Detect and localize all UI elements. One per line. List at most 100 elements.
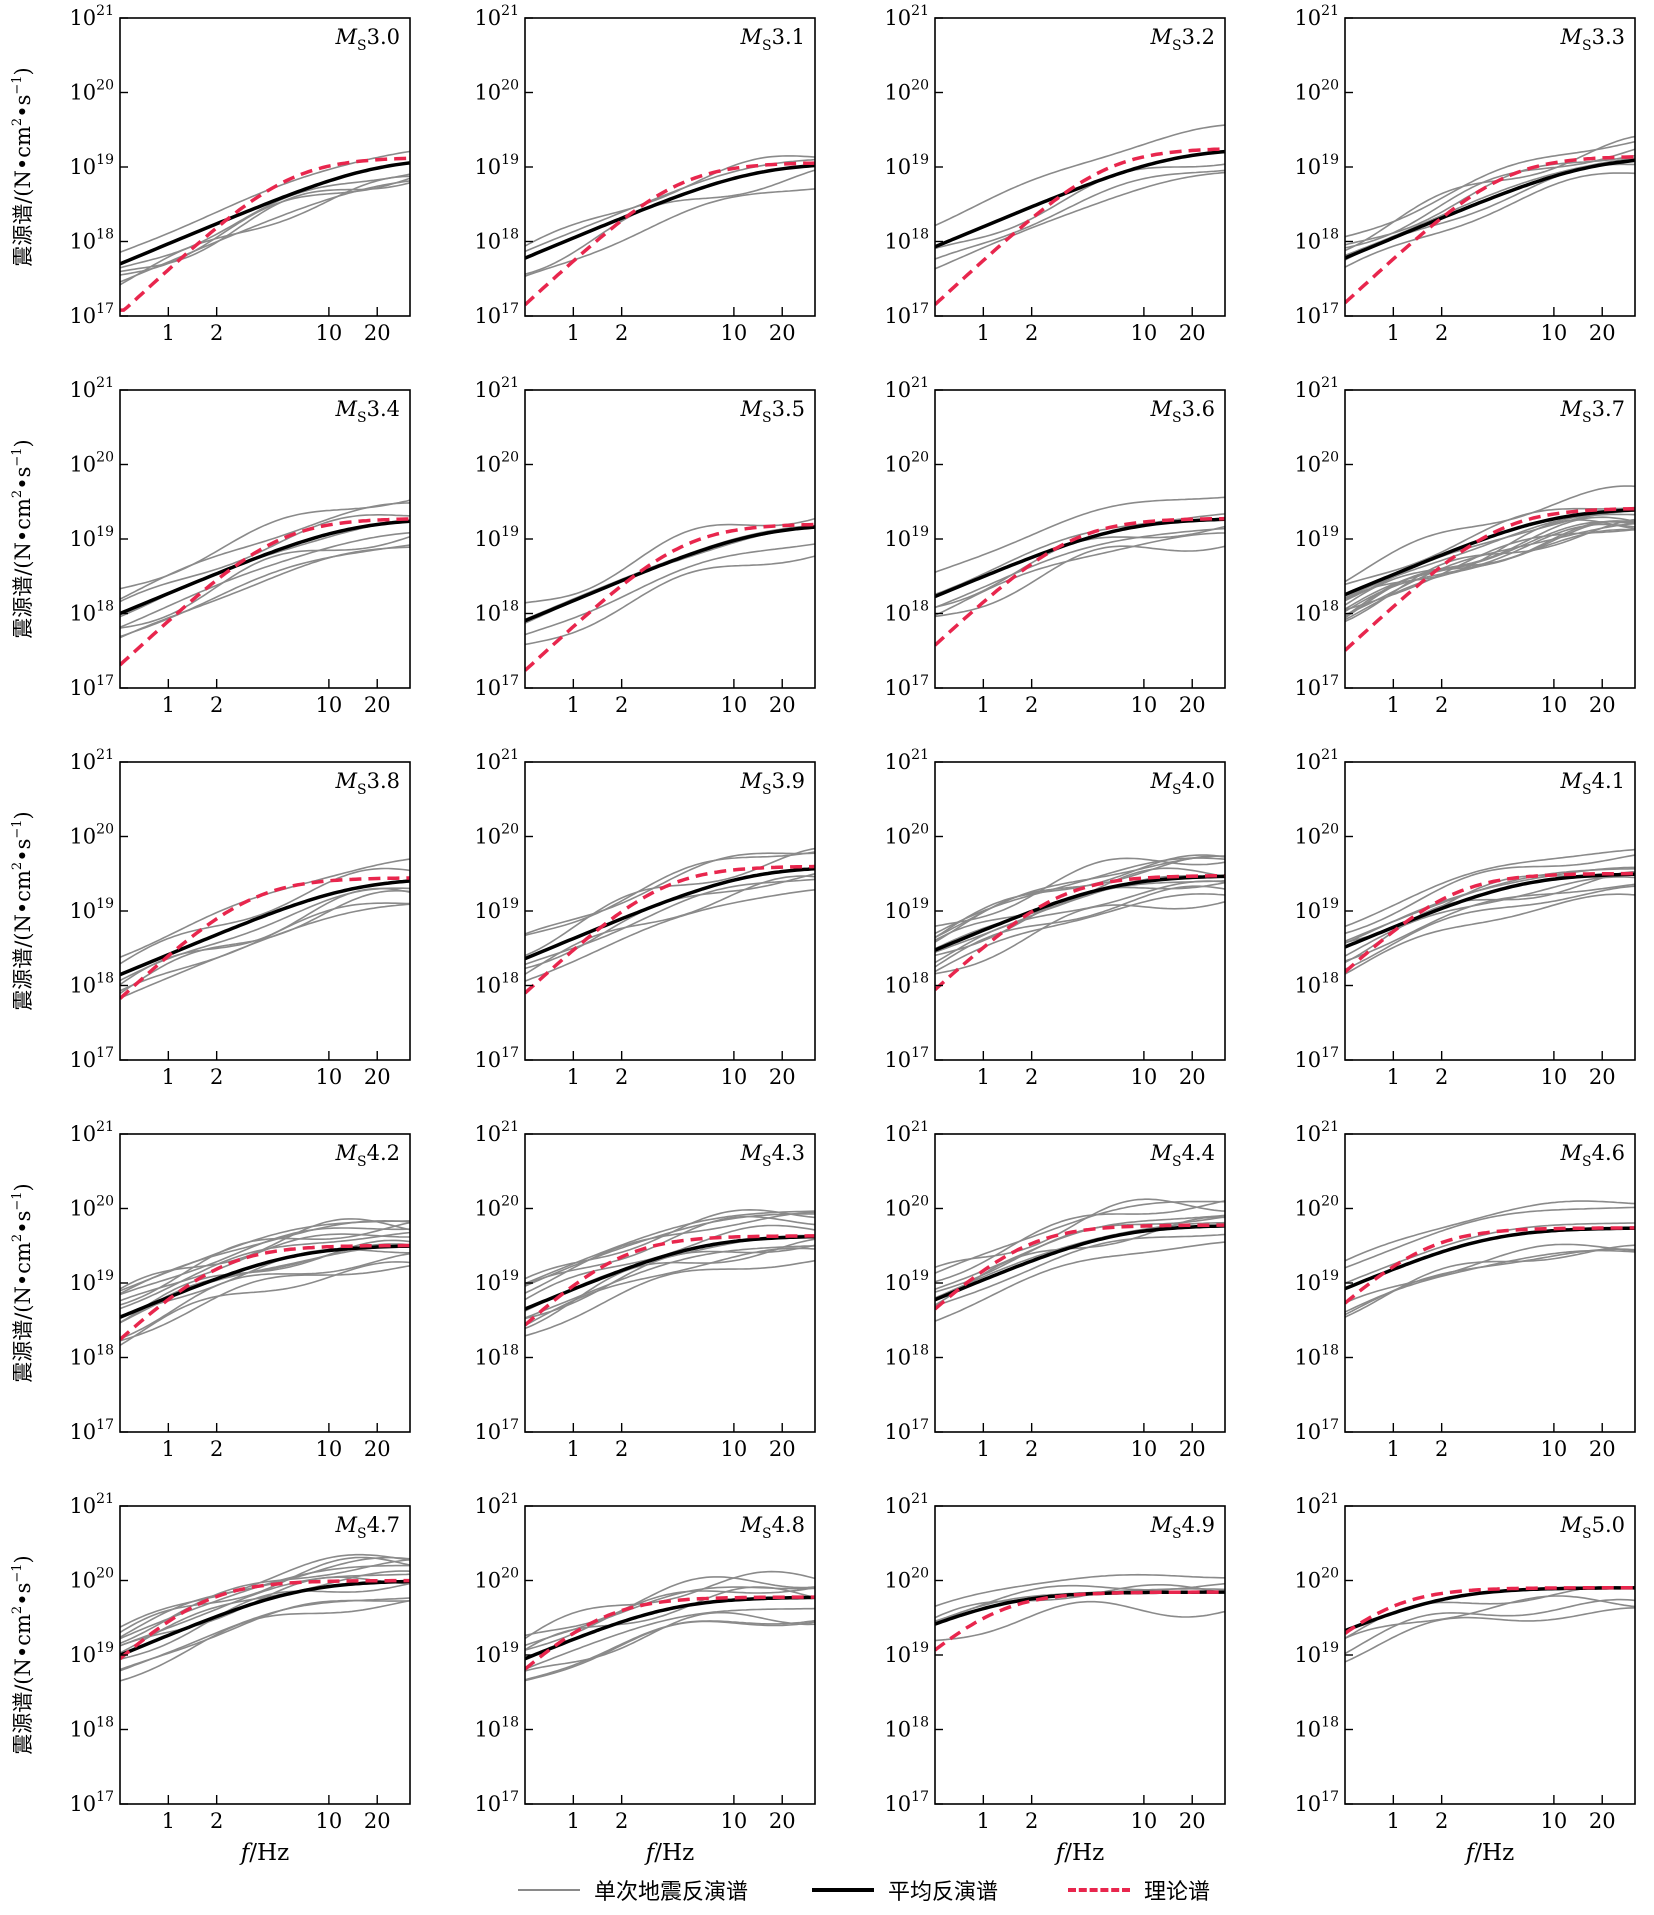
plot-frame [1344,1133,1636,1433]
panel-ms-3-4: 1 2 10 2010171018101910201021MS3.4震源谱/(N•cm… [10,375,411,717]
y-tick-label: 1018 [69,1715,114,1742]
y-axis-label: 震源谱/(N•cm2•s−1) [10,1555,35,1755]
y-tick-label: 1020 [474,78,519,105]
magnitude-label: MS3.4 [334,397,400,426]
x-tick-label: 2 [210,321,223,345]
y-tick-label: 1017 [1294,1417,1339,1444]
magnitude-label: MS3.7 [1559,397,1625,426]
legend-swatch-theory [1068,1888,1130,1892]
individual-spectrum-line [1345,518,1635,623]
individual-spectrum-line [525,1244,815,1320]
theoretical-spectrum-line [120,156,410,312]
y-tick-label: 1021 [474,1119,519,1146]
y-tick-label: 1021 [474,1491,519,1518]
plot-frame [119,761,411,1061]
x-tick-label: 2 [615,1065,628,1089]
y-tick-label: 1019 [884,1268,929,1295]
individual-spectrum-line [935,124,1225,227]
y-tick-label: 1021 [884,1119,929,1146]
individual-spectrum-line [120,1243,410,1324]
individual-spectrum-line [1345,520,1635,619]
x-tick-label: 1 [567,1437,580,1461]
mean-spectrum-line [1345,158,1635,260]
mean-spectrum-line [120,519,410,616]
individual-spectrum-line [120,903,410,999]
x-tick-label: 20 [1179,321,1206,345]
y-axis-label: 震源谱/(N•cm2•s−1) [10,67,35,267]
legend-label-mean: 平均反演谱 [888,1880,999,1905]
individual-spectrum-line [120,544,410,638]
panel-ms-3-0: 1 2 10 2010171018101910201021MS3.0震源谱/(N•cm… [10,3,411,345]
mean-spectrum-line [1345,508,1635,597]
individual-spectrum-line [120,1564,410,1640]
individual-spectrum-line [1345,1607,1635,1663]
mean-spectrum-line [1345,1226,1635,1291]
individual-spectrum-line [120,535,410,629]
x-tick-label: 2 [615,321,628,345]
magnitude-label: MS4.1 [1559,769,1625,798]
individual-spectrum-line [1345,140,1635,238]
theoretical-spectrum-line [120,1578,410,1661]
individual-spectrum-line [1345,522,1635,616]
y-tick-label: 1021 [1294,1119,1339,1146]
y-tick-label: 1017 [884,1045,929,1072]
x-tick-label: 2 [210,693,223,717]
individual-spectrum-line [120,1599,410,1682]
individual-spectrum-line [525,543,815,636]
y-tick-label: 1020 [69,822,114,849]
plot-frame [119,1133,411,1433]
x-tick-label: 10 [1541,1437,1568,1461]
individual-spectrum-line [120,890,410,995]
y-tick-label: 1019 [884,524,929,551]
y-tick-label: 1018 [474,1343,519,1370]
x-tick-label: 1 [567,693,580,717]
individual-spectrum-line [525,169,815,275]
individual-spectrum-line [1345,1206,1635,1269]
theoretical-spectrum-line [1345,1585,1635,1635]
y-tick-label: 1017 [69,301,114,328]
individual-spectrum-line [935,1200,1225,1274]
y-tick-label: 1018 [884,227,929,254]
individual-spectrum-line [935,901,1225,975]
x-tick-label: 1 [977,693,990,717]
y-tick-label: 1021 [884,375,929,402]
plot-frame [1344,761,1636,1061]
x-tick-label: 20 [364,321,391,345]
y-tick-label: 1017 [474,1417,519,1444]
individual-spectrum-line [120,1252,410,1340]
y-tick-label: 1019 [474,1640,519,1667]
x-tick-label: 2 [1025,1065,1038,1089]
mean-spectrum-line [120,1244,410,1319]
y-tick-label: 1020 [1294,78,1339,105]
y-tick-label: 1017 [1294,673,1339,700]
individual-spectrum-line [120,180,410,283]
individual-spectrum-line [525,875,815,975]
y-tick-label: 1020 [69,78,114,105]
magnitude-label: MS4.8 [739,1513,805,1542]
individual-spectrum-line [120,1248,410,1317]
y-tick-label: 1021 [69,375,114,402]
y-tick-label: 1019 [1294,152,1339,179]
individual-spectrum-line [1345,485,1635,583]
y-tick-label: 1019 [69,1640,114,1667]
y-tick-label: 1017 [884,1417,929,1444]
x-tick-label: 10 [316,1437,343,1461]
y-tick-label: 1017 [69,1045,114,1072]
y-tick-label: 1021 [1294,1491,1339,1518]
magnitude-label: MS3.8 [334,769,400,798]
individual-spectrum-line [1345,1595,1635,1639]
x-tick-label: 10 [1131,1809,1158,1833]
x-tick-label: 10 [316,1065,343,1089]
theoretical-spectrum-line [525,864,815,995]
individual-spectrum-line [120,532,410,629]
y-tick-label: 1018 [474,599,519,626]
individual-spectrum-line [1345,516,1635,606]
individual-spectrum-line [1345,135,1635,252]
